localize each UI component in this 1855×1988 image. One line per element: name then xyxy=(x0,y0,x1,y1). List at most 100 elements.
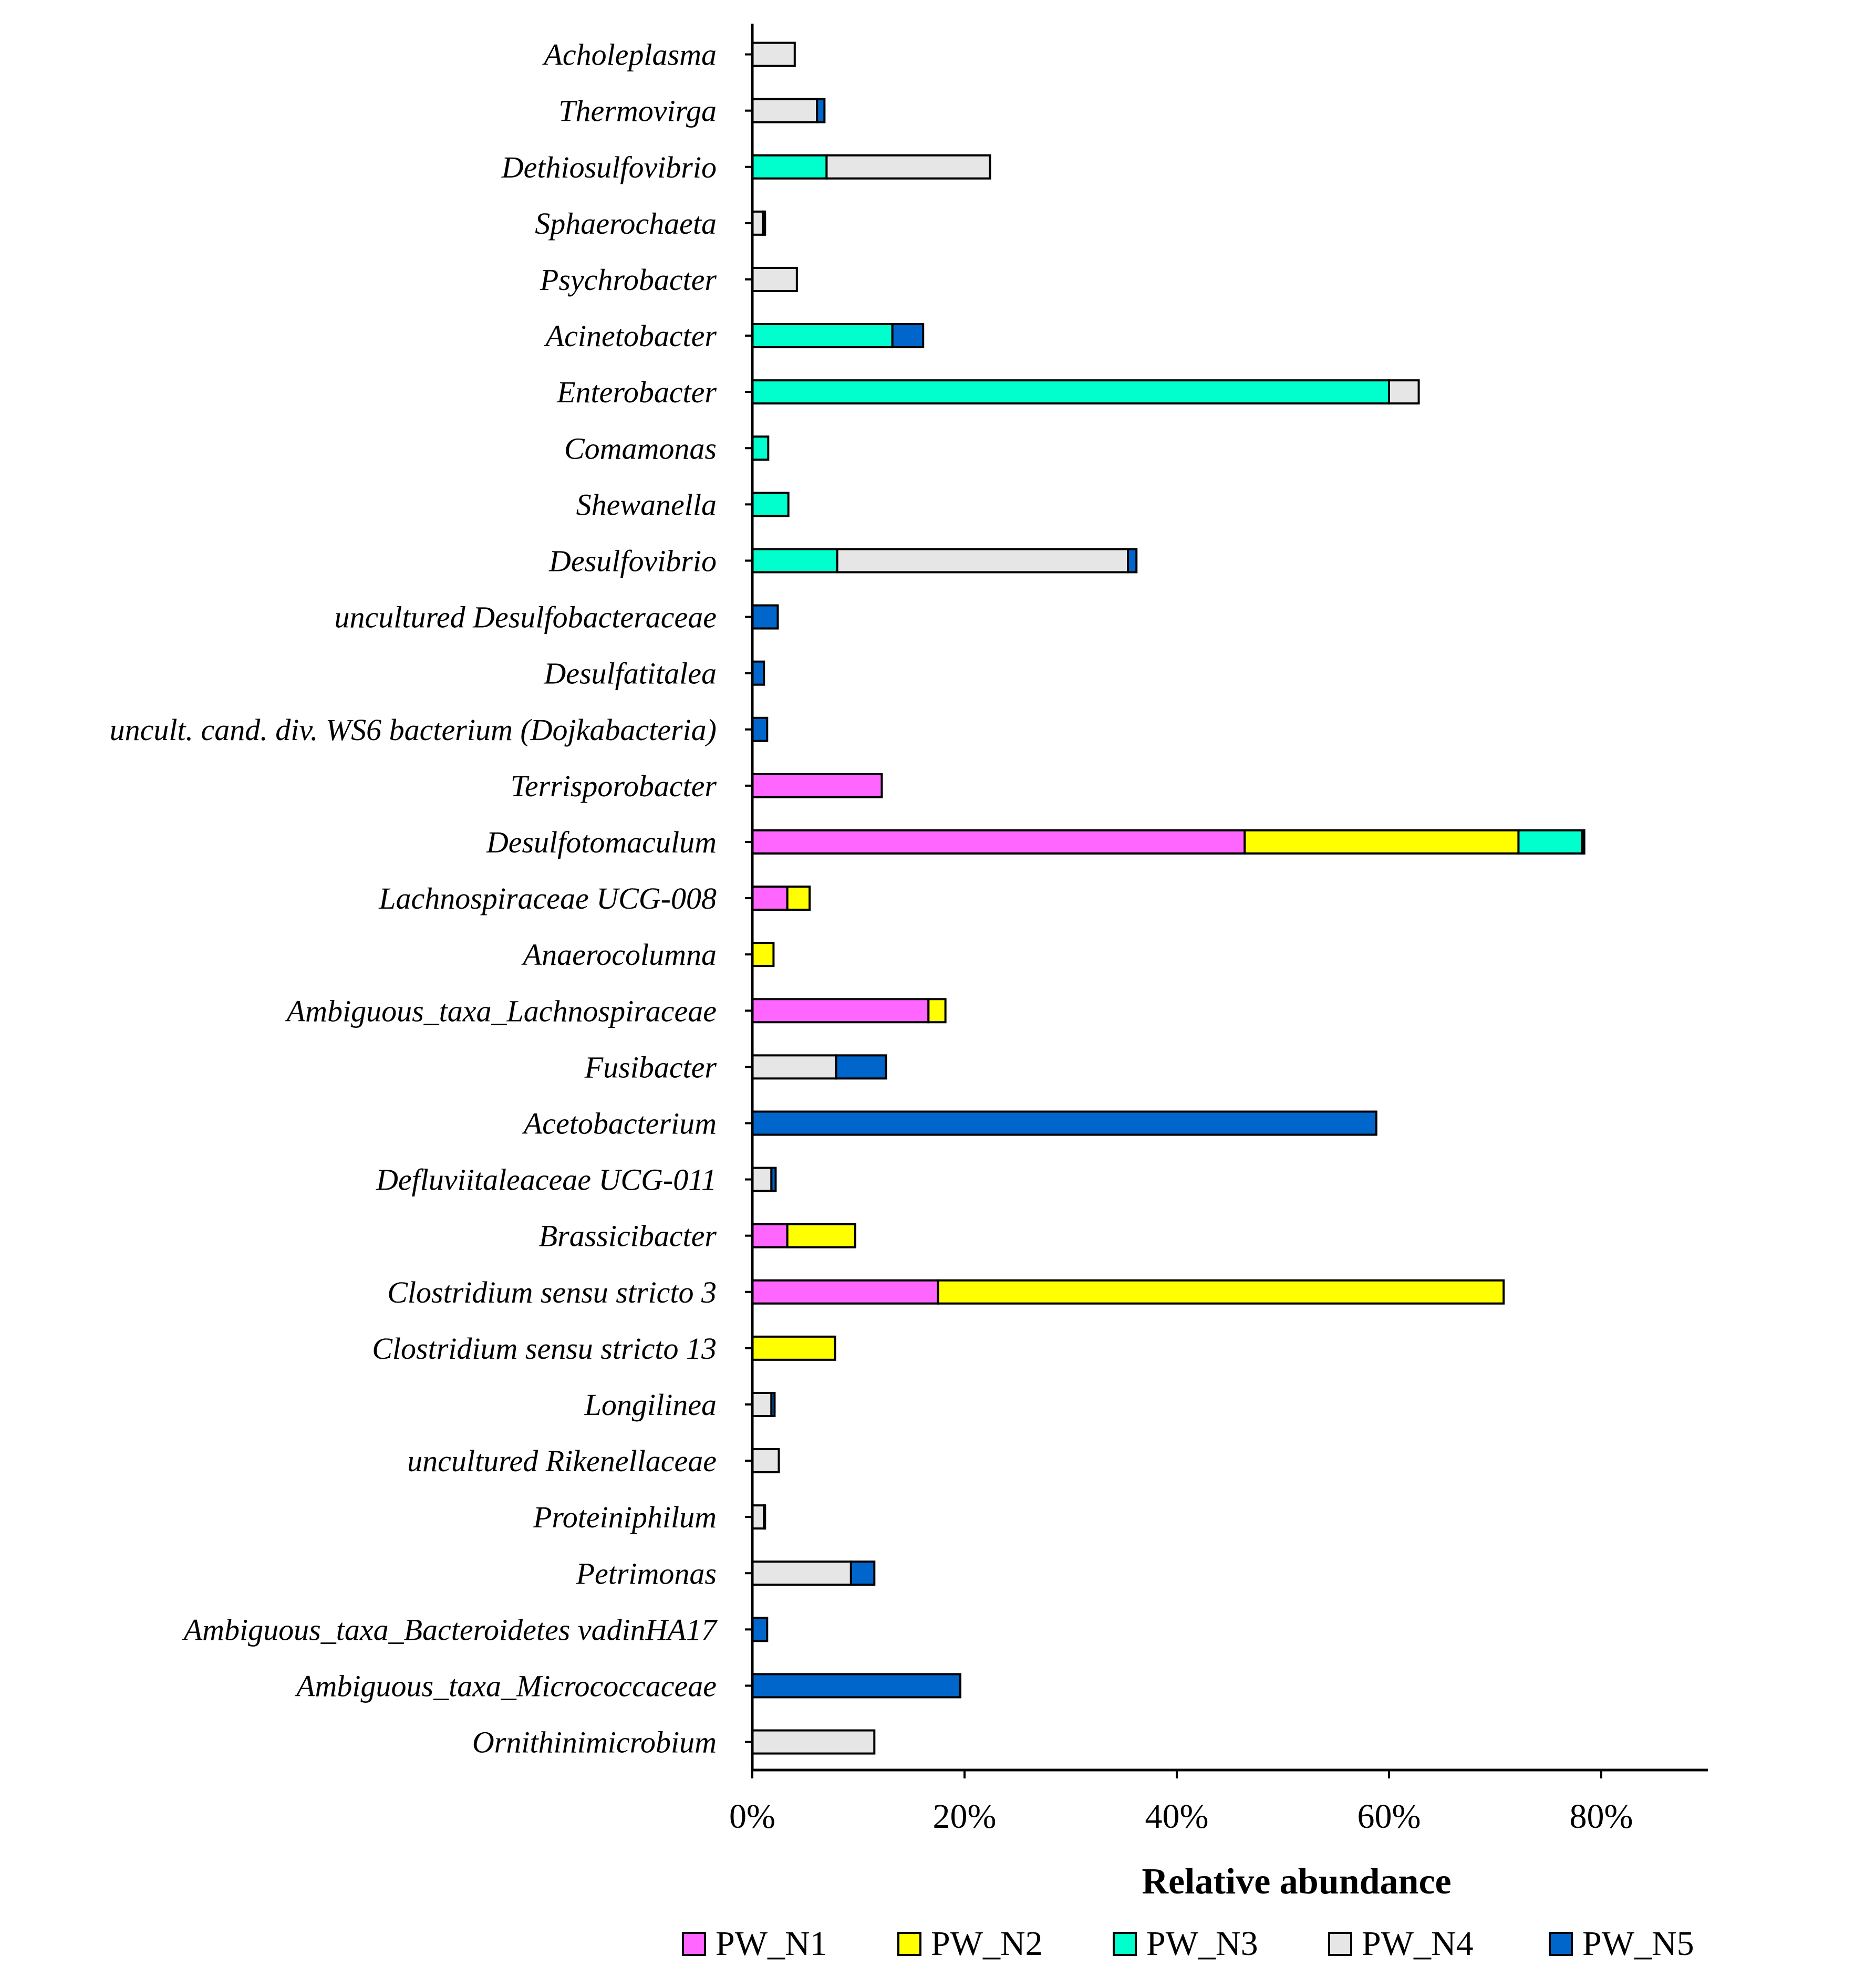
category-label: Lachnospiraceae UCG-008 xyxy=(378,881,717,915)
x-tick-label: 0% xyxy=(729,1797,775,1836)
bar-segment-pw-n5 xyxy=(751,1110,1377,1136)
bar-segment-pw-n5 xyxy=(751,716,769,742)
legend-swatch-pw-n5 xyxy=(1549,1932,1573,1956)
legend-label-pw-n4: PW_N4 xyxy=(1362,1924,1474,1963)
axes-layer xyxy=(745,24,1708,1772)
x-tick-label: 60% xyxy=(1357,1797,1421,1836)
category-label: Clostridium sensu stricto 3 xyxy=(387,1275,717,1309)
bar-segment-pw-n3 xyxy=(751,154,828,180)
category-label: Petrimonas xyxy=(576,1556,717,1590)
category-label: Acinetobacter xyxy=(544,319,717,353)
bar-segment-pw-n1 xyxy=(751,829,1246,855)
category-label: uncultured Desulfobacteraceae xyxy=(335,600,717,634)
category-label: Desulfatitalea xyxy=(543,657,717,691)
legend: PW_N1 PW_N2 PW_N3 PW_N4 PW_N5 xyxy=(682,1924,1694,1963)
x-axis-title: Relative abundance xyxy=(1142,1861,1451,1902)
category-label: Anaerocolumna xyxy=(521,938,717,972)
category-label: Comamonas xyxy=(564,431,717,465)
category-label: Ambiguous_taxa_Lachnospiraceae xyxy=(285,994,717,1028)
bars-layer xyxy=(751,41,1585,1755)
bar-segment-pw-n5 xyxy=(762,210,766,236)
category-label: Acetobacterium xyxy=(522,1106,717,1140)
category-label: Desulfotomaculum xyxy=(486,825,717,859)
bar-segment-pw-n2 xyxy=(751,942,775,967)
bar-segment-pw-n3 xyxy=(751,323,894,349)
bar-segment-pw-n5 xyxy=(770,1391,776,1417)
bar-segment-pw-n3 xyxy=(751,379,1390,405)
category-label: Psychrobacter xyxy=(540,263,717,297)
bar-segment-pw-n3 xyxy=(751,548,838,574)
bar-segment-pw-n4 xyxy=(751,1448,780,1474)
category-label: Longilinea xyxy=(584,1388,717,1422)
x-tick-label: 80% xyxy=(1570,1797,1633,1836)
bar-segment-pw-n4 xyxy=(751,98,818,123)
bar-segment-pw-n4 xyxy=(751,41,796,67)
bar-segment-pw-n4 xyxy=(825,154,991,180)
category-label: Proteiniphilum xyxy=(533,1500,717,1534)
bar-segment-pw-n2 xyxy=(786,1223,856,1248)
legend-label-pw-n5: PW_N5 xyxy=(1582,1924,1694,1963)
x-ticks: 0% 20% 40% 60% 80% xyxy=(729,1770,1633,1836)
legend-label-pw-n1: PW_N1 xyxy=(716,1924,827,1963)
bar-segment-pw-n5 xyxy=(751,1673,961,1699)
x-tick-label: 40% xyxy=(1145,1797,1209,1836)
legend-swatch-pw-n1 xyxy=(682,1932,706,1956)
legend-swatch-pw-n3 xyxy=(1113,1932,1137,1956)
bar-segment-pw-n4 xyxy=(1388,379,1420,405)
bar-segment-pw-n5 xyxy=(891,323,925,349)
category-label: Sphaerochaeta xyxy=(535,206,717,241)
bar-segment-pw-n4 xyxy=(751,1729,876,1755)
category-label: Ambiguous_taxa_Micrococcaceae xyxy=(294,1669,717,1703)
x-tick-label: 20% xyxy=(933,1797,997,1836)
bar-segment-pw-n3 xyxy=(751,435,770,461)
bar-segment-pw-n4 xyxy=(751,1054,837,1080)
bar-segment-pw-n4 xyxy=(751,1167,773,1192)
category-label: uncult. cand. div. WS6 bacterium (Dojkab… xyxy=(110,713,717,747)
bar-segment-pw-n4 xyxy=(751,266,798,292)
bar-segment-pw-n3 xyxy=(1517,829,1583,855)
bar-segment-pw-n4 xyxy=(751,210,764,236)
bar-segment-pw-n5 xyxy=(1581,829,1585,855)
bar-segment-pw-n3 xyxy=(751,492,790,517)
bar-segment-pw-n5 xyxy=(1127,548,1138,574)
bar-segment-pw-n5 xyxy=(835,1054,887,1080)
bar-segment-pw-n4 xyxy=(751,1504,765,1530)
bar-segment-pw-n5 xyxy=(751,1617,769,1642)
bar-segment-pw-n2 xyxy=(1243,829,1520,855)
category-label: Fusibacter xyxy=(584,1050,717,1084)
bar-segment-pw-n1 xyxy=(751,998,930,1024)
bar-segment-pw-n5 xyxy=(849,1560,876,1586)
category-label: Thermovirga xyxy=(558,94,717,128)
category-label: uncultured Rikenellaceae xyxy=(407,1444,717,1478)
bar-segment-pw-n2 xyxy=(937,1279,1505,1305)
bar-segment-pw-n5 xyxy=(751,604,779,630)
category-labels: Acholeplasma Thermovirga Dethiosulfovibrio… xyxy=(110,38,718,1760)
bar-segment-pw-n1 xyxy=(751,886,789,911)
category-label: Clostridium sensu stricto 13 xyxy=(372,1331,717,1366)
legend-label-pw-n2: PW_N2 xyxy=(931,1924,1043,1963)
bar-segment-pw-n4 xyxy=(751,1560,852,1586)
category-label: Acholeplasma xyxy=(542,38,717,72)
legend-label-pw-n3: PW_N3 xyxy=(1146,1924,1258,1963)
category-label: Terrisporobacter xyxy=(511,769,717,803)
bar-segment-pw-n5 xyxy=(763,1504,766,1530)
bar-segment-pw-n4 xyxy=(751,1391,773,1417)
bar-segment-pw-n5 xyxy=(770,1167,777,1192)
bar-segment-pw-n2 xyxy=(751,1335,836,1361)
category-label: Defluviitaleaceae UCG-011 xyxy=(376,1163,717,1197)
category-label: Ambiguous_taxa_Bacteroidetes vadinHA17 xyxy=(182,1612,718,1647)
category-label: Shewanella xyxy=(576,487,717,522)
bar-segment-pw-n1 xyxy=(751,773,883,798)
bar-segment-pw-n2 xyxy=(786,886,811,911)
category-label: Enterobacter xyxy=(556,375,717,409)
category-label: Desulfovibrio xyxy=(548,544,717,578)
bar-segment-pw-n1 xyxy=(751,1279,939,1305)
category-label: Ornithinimicrobium xyxy=(472,1725,717,1760)
legend-swatch-pw-n4 xyxy=(1328,1932,1352,1956)
legend-swatch-pw-n2 xyxy=(897,1932,921,1956)
category-label: Brassicibacter xyxy=(539,1219,717,1253)
bar-segment-pw-n5 xyxy=(751,660,765,686)
bar-segment-pw-n1 xyxy=(751,1223,789,1248)
bar-segment-pw-n2 xyxy=(927,998,947,1024)
